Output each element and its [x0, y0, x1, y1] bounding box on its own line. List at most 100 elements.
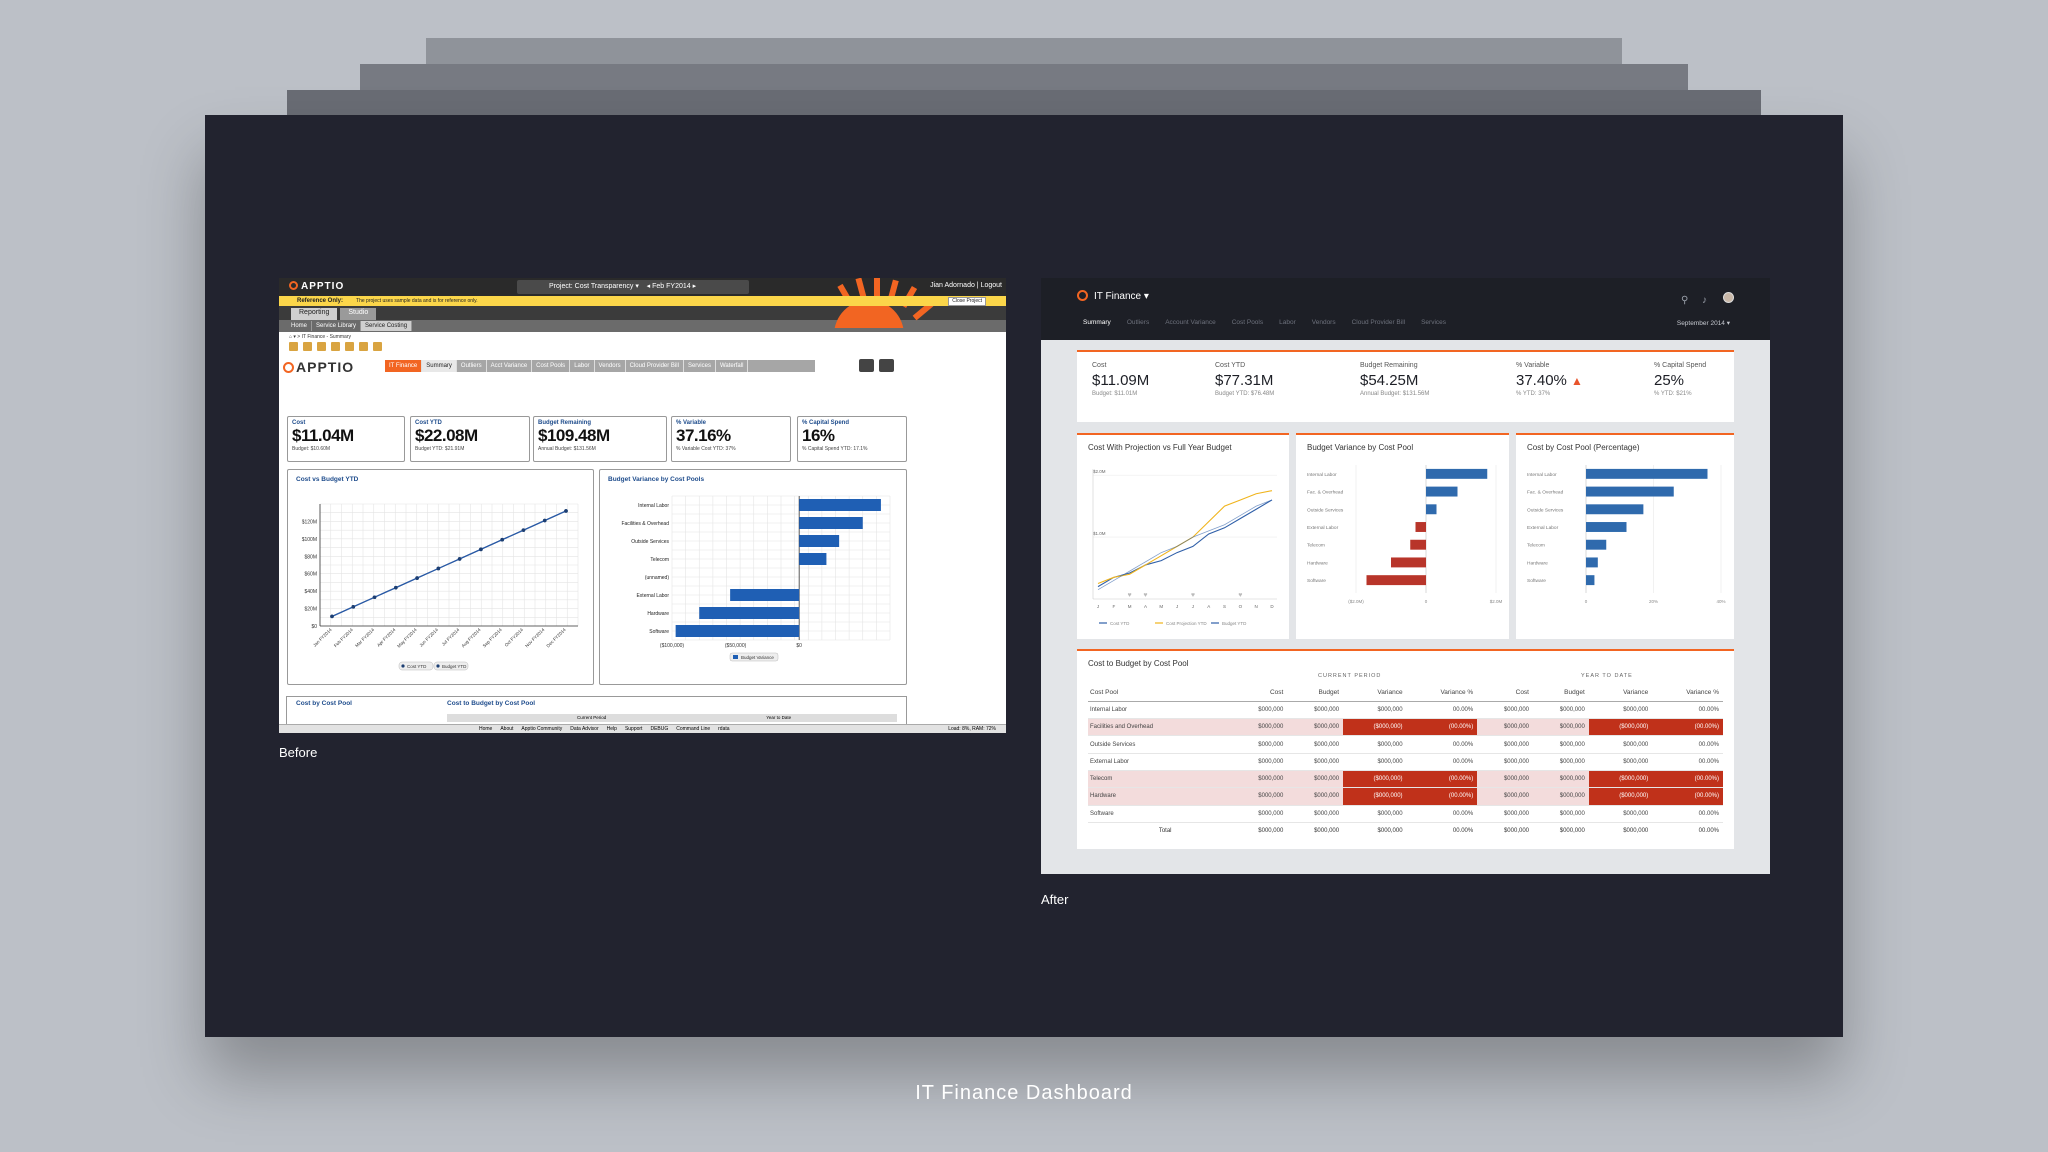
- tab-reporting[interactable]: Reporting: [291, 308, 338, 320]
- tab-outliers[interactable]: Outliers: [1126, 319, 1150, 326]
- month-selector[interactable]: September 2014 ▾: [1676, 320, 1730, 327]
- table-row[interactable]: Facilities and Overhead $000,000 $000,000(…: [1088, 718, 1723, 737]
- page-title: IT Finance Dashboard: [915, 1082, 1133, 1104]
- search-icon[interactable]: ⚲: [1681, 295, 1689, 306]
- marker-icon: ♥: [1238, 592, 1242, 599]
- bell-icon[interactable]: ♪: [1702, 295, 1707, 306]
- warning-icon: ▲: [1571, 374, 1583, 388]
- column-header: Variance: [1588, 684, 1653, 702]
- cost-budget-table-card: Cost to Budget by Cost Pool CURRENT PERI…: [1077, 649, 1734, 849]
- subtab-home[interactable]: Home: [287, 321, 313, 331]
- report-tab-services[interactable]: Services: [684, 360, 716, 372]
- report-tab-vendors[interactable]: Vendors: [595, 360, 626, 372]
- tool-icon[interactable]: [303, 342, 312, 351]
- chart-title: Budget Variance by Cost Pool: [1307, 443, 1414, 452]
- x-tick-label: M: [1159, 604, 1163, 609]
- tool-icon[interactable]: [345, 342, 354, 351]
- x-tick-label: 40%: [1716, 599, 1725, 604]
- value-cell: $000,000: [1533, 805, 1589, 823]
- table-row[interactable]: Telecom $000,000 $000,000 ($000,000) (00.00%…: [1088, 770, 1723, 789]
- x-tick-label: Jun FY2014: [418, 627, 439, 648]
- value-cell: 00.00%: [1406, 753, 1478, 771]
- status-link[interactable]: Command Line: [676, 726, 711, 732]
- x-tick-label: N: [1255, 604, 1258, 609]
- settings-icon[interactable]: [879, 359, 894, 372]
- total-cell: $000,000: [1503, 828, 1529, 835]
- column-header: Cost: [1477, 684, 1533, 702]
- tool-icon[interactable]: [317, 342, 326, 351]
- tab-cloud-provider-bill[interactable]: Cloud Provider Bill: [1351, 319, 1406, 326]
- value-cell: (00.00%): [1652, 718, 1723, 737]
- value-cell: $000,000: [1343, 701, 1407, 720]
- x-tick-label: M: [1128, 604, 1132, 609]
- data-point: [457, 557, 462, 561]
- subtab-service-costing[interactable]: Service Costing: [361, 321, 413, 331]
- status-link[interactable]: Data Advisor: [570, 726, 599, 732]
- value-cell: $000,000: [1588, 753, 1653, 771]
- status-link[interactable]: DEBUG: [650, 726, 669, 732]
- y-tick-label: $0: [311, 624, 317, 630]
- subtab-service-library[interactable]: Service Library: [312, 321, 362, 331]
- table-row[interactable]: External Labor $000,000 $000,000 $000,000 00…: [1088, 753, 1723, 771]
- reference-banner: Reference Only: The project uses sample …: [279, 296, 1006, 306]
- y-tick-label: $80M: [304, 554, 317, 560]
- tab-vendors[interactable]: Vendors: [1311, 319, 1336, 326]
- percentage-bar-chart: Internal Labor Fac. & Overhead Outside Ser…: [1527, 465, 1726, 604]
- value-cell: 00.00%: [1406, 735, 1478, 754]
- report-tab-labor[interactable]: Labor: [570, 360, 595, 372]
- app-switcher[interactable]: IT Finance ▾: [1077, 290, 1149, 302]
- x-tick-label: S: [1223, 604, 1226, 609]
- report-tab-outliers[interactable]: Outliers: [457, 360, 487, 372]
- tool-icon[interactable]: [373, 342, 382, 351]
- tab-labor[interactable]: Labor: [1279, 319, 1296, 326]
- kpi-sub: % Variable Cost YTD: 37%: [676, 446, 736, 452]
- user-menu[interactable]: Jian Adornado | Logout: [930, 282, 1002, 289]
- avatar[interactable]: [1723, 292, 1734, 303]
- data-point: [372, 595, 377, 600]
- table-row[interactable]: Internal Labor $000,000 $000,000 $000,000 00…: [1088, 701, 1723, 720]
- cost-pool-cell: Facilities and Overhead: [1088, 718, 1232, 737]
- status-link[interactable]: Support: [624, 726, 643, 732]
- tool-icon[interactable]: [331, 342, 340, 351]
- table-row[interactable]: Hardware $000,000 $000,000 ($000,000) (00.00…: [1088, 787, 1723, 806]
- before-bar-chart: Internal Labor Facilities & Overhead Outsi…: [621, 495, 891, 662]
- status-link[interactable]: rdata: [718, 726, 730, 732]
- value-cell: $000,000: [1287, 770, 1344, 789]
- group-header: CURRENT PERIOD: [1318, 673, 1382, 679]
- status-link[interactable]: Apptio Community: [521, 726, 563, 732]
- total-label: Total: [1158, 828, 1172, 835]
- report-tab-cloud-provider-bill[interactable]: Cloud Provider Bill: [626, 360, 684, 372]
- kpi-card: % Capital Spend 16%% Capital Spend YTD: 1…: [797, 416, 907, 462]
- category-label: Fac. & Overhead: [1527, 490, 1564, 496]
- tool-icon[interactable]: [359, 342, 368, 351]
- table-row[interactable]: Software $000,000 $000,000 $000,000 00.00% $0…: [1088, 805, 1723, 823]
- report-tab-it-finance[interactable]: IT Finance: [385, 360, 423, 372]
- value-cell: $000,000: [1533, 701, 1589, 720]
- export-icon[interactable]: [859, 359, 874, 372]
- cost-pool-cell: Telecom: [1088, 770, 1232, 789]
- report-tab-acct-variance[interactable]: Acct Variance: [487, 360, 533, 372]
- report-tab-cost-pools[interactable]: Cost Pools: [532, 360, 571, 372]
- value-cell: (00.00%): [1406, 787, 1478, 806]
- tab-summary[interactable]: Summary: [1083, 319, 1111, 326]
- x-tick-label: J: [1097, 604, 1099, 609]
- project-selector[interactable]: Project: Cost Transparency ▾ ◂ Feb FY201…: [517, 280, 749, 294]
- status-link[interactable]: Home: [479, 726, 493, 732]
- tab-cost-pools[interactable]: Cost Pools: [1231, 319, 1264, 326]
- tab-account-variance[interactable]: Account Variance: [1165, 319, 1216, 326]
- tab-services[interactable]: Services: [1421, 319, 1447, 326]
- cost-pool-cell: External Labor: [1088, 753, 1232, 771]
- tab-studio[interactable]: Studio: [340, 308, 377, 320]
- report-tab-waterfall[interactable]: Waterfall: [716, 360, 749, 372]
- status-link[interactable]: Help: [606, 726, 617, 732]
- status-link[interactable]: About: [500, 726, 514, 732]
- close-project-button[interactable]: Close Project: [948, 297, 986, 306]
- data-point: [394, 585, 398, 590]
- tool-icon[interactable]: [289, 342, 298, 351]
- table-row[interactable]: Outside Services $000,000 $000,000 $000,000…: [1088, 735, 1723, 754]
- report-tab-summary[interactable]: Summary: [422, 360, 457, 372]
- x-tick-label: A: [1144, 604, 1147, 609]
- value-cell: ($000,000): [1343, 787, 1407, 806]
- value-cell: $000,000: [1477, 718, 1533, 737]
- kpi-card: % Capital Spend 25%% YTD: $21%: [1654, 362, 1707, 397]
